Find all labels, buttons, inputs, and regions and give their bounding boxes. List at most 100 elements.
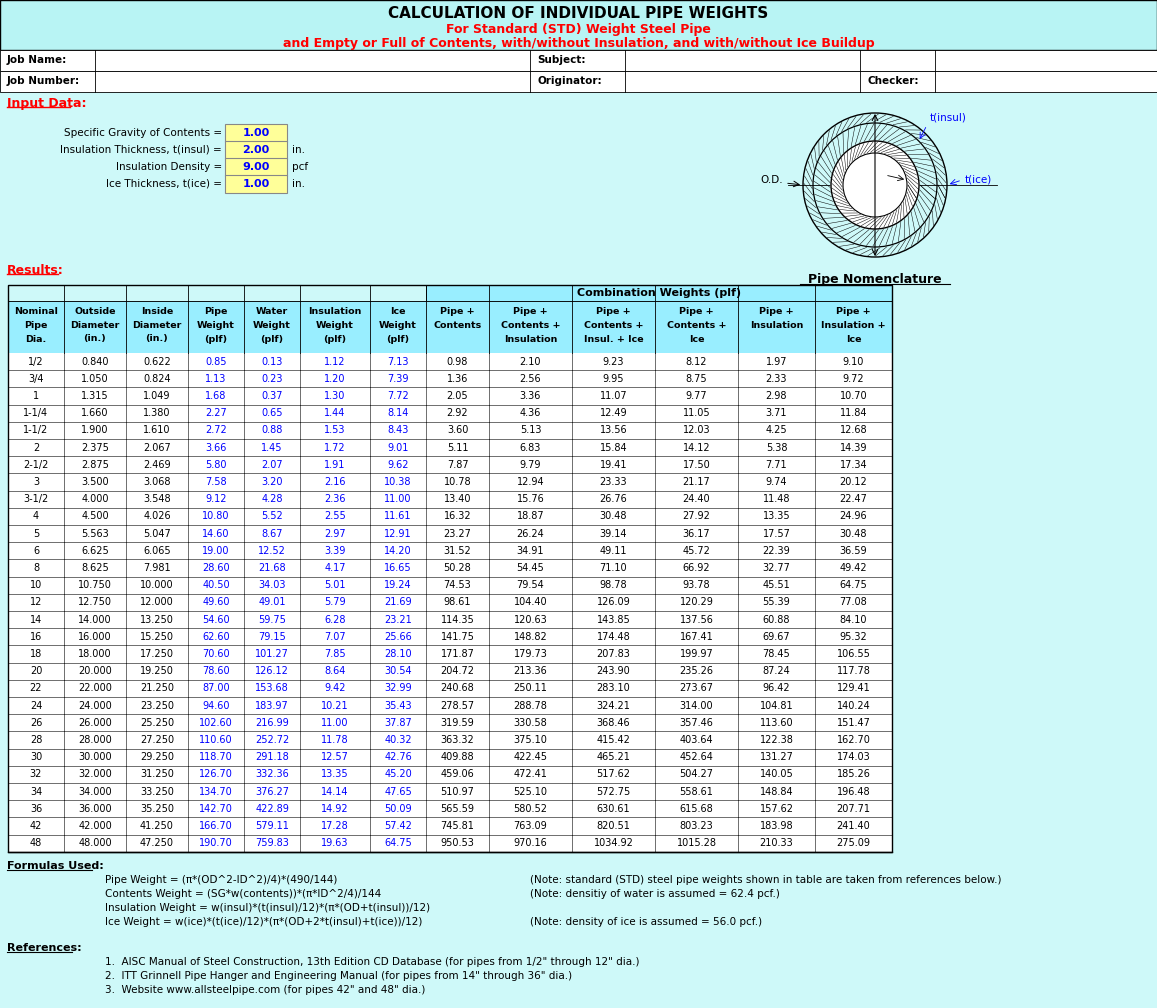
Text: 36: 36 xyxy=(30,803,42,813)
Text: Contents +: Contents + xyxy=(584,321,643,330)
Text: (Note: densitiy of water is assumed = 62.4 pcf.): (Note: densitiy of water is assumed = 62… xyxy=(530,889,780,899)
Text: 32.99: 32.99 xyxy=(384,683,412,694)
Text: Weight: Weight xyxy=(253,321,290,330)
Text: 4.28: 4.28 xyxy=(261,494,282,504)
Text: 615.68: 615.68 xyxy=(679,803,714,813)
Text: 0.622: 0.622 xyxy=(143,357,171,367)
Text: Pipe: Pipe xyxy=(24,321,47,330)
Text: 45.51: 45.51 xyxy=(762,581,790,591)
Text: 5.79: 5.79 xyxy=(324,598,346,608)
Bar xyxy=(8,301,892,353)
Text: 26: 26 xyxy=(30,718,42,728)
Text: 240.68: 240.68 xyxy=(441,683,474,694)
Text: 78.60: 78.60 xyxy=(202,666,230,676)
Text: 34.03: 34.03 xyxy=(258,581,286,591)
Text: 17.57: 17.57 xyxy=(762,528,790,538)
Text: 2.36: 2.36 xyxy=(324,494,346,504)
Text: 23.250: 23.250 xyxy=(140,701,174,711)
Text: 118.70: 118.70 xyxy=(199,752,233,762)
Text: 1-1/4: 1-1/4 xyxy=(23,408,49,418)
Text: Insulation +: Insulation + xyxy=(821,321,886,330)
Text: 10.80: 10.80 xyxy=(202,511,230,521)
Text: 174.48: 174.48 xyxy=(597,632,631,642)
Text: 16.32: 16.32 xyxy=(443,511,471,521)
Text: Job Number:: Job Number: xyxy=(7,76,80,86)
Text: 243.90: 243.90 xyxy=(597,666,631,676)
Text: 148.84: 148.84 xyxy=(760,786,794,796)
Text: 368.46: 368.46 xyxy=(597,718,631,728)
Text: 7.39: 7.39 xyxy=(388,374,408,384)
Text: 106.55: 106.55 xyxy=(837,649,870,659)
Text: 41.250: 41.250 xyxy=(140,821,174,831)
Bar xyxy=(8,662,892,679)
Text: Pipe: Pipe xyxy=(205,306,228,316)
Bar xyxy=(8,457,892,474)
Text: 2.875: 2.875 xyxy=(81,460,109,470)
Text: 2.72: 2.72 xyxy=(205,425,227,435)
Text: 17.50: 17.50 xyxy=(683,460,710,470)
Text: 8.43: 8.43 xyxy=(388,425,408,435)
Text: 415.42: 415.42 xyxy=(597,735,631,745)
Text: Outside: Outside xyxy=(74,306,116,316)
Text: 803.23: 803.23 xyxy=(679,821,714,831)
Text: 9.79: 9.79 xyxy=(519,460,541,470)
Text: 199.97: 199.97 xyxy=(679,649,714,659)
Text: 21.250: 21.250 xyxy=(140,683,174,694)
Text: 153.68: 153.68 xyxy=(256,683,289,694)
Text: 104.81: 104.81 xyxy=(760,701,794,711)
Bar xyxy=(8,766,892,783)
Text: 1.660: 1.660 xyxy=(81,408,109,418)
Text: 28.60: 28.60 xyxy=(202,563,230,573)
Text: 69.67: 69.67 xyxy=(762,632,790,642)
Bar xyxy=(8,749,892,766)
Text: 2.98: 2.98 xyxy=(766,391,787,401)
Text: 30.48: 30.48 xyxy=(840,528,868,538)
Text: 252.72: 252.72 xyxy=(255,735,289,745)
Text: Insulation Thickness, t(insul) =: Insulation Thickness, t(insul) = xyxy=(60,145,222,155)
Text: 7.71: 7.71 xyxy=(766,460,787,470)
Text: 9.12: 9.12 xyxy=(205,494,227,504)
Text: 28: 28 xyxy=(30,735,42,745)
Text: 5.11: 5.11 xyxy=(447,443,469,453)
Text: 11.78: 11.78 xyxy=(322,735,348,745)
Text: 70.60: 70.60 xyxy=(202,649,230,659)
Text: 4: 4 xyxy=(32,511,39,521)
Text: (in.): (in.) xyxy=(83,335,106,344)
Text: 3-1/2: 3-1/2 xyxy=(23,494,49,504)
Text: 1.  AISC Manual of Steel Construction, 13th Edition CD Database (for pipes from : 1. AISC Manual of Steel Construction, 13… xyxy=(105,957,640,967)
Bar xyxy=(8,559,892,577)
Text: References:: References: xyxy=(7,942,82,953)
Text: 5.52: 5.52 xyxy=(261,511,282,521)
Text: Contents: Contents xyxy=(434,321,481,330)
Text: Insulation: Insulation xyxy=(503,335,558,344)
Text: 1.45: 1.45 xyxy=(261,443,282,453)
Text: 8.12: 8.12 xyxy=(686,357,707,367)
Text: 30: 30 xyxy=(30,752,42,762)
Text: Pipe +: Pipe + xyxy=(514,306,547,316)
Text: 13.250: 13.250 xyxy=(140,615,174,625)
Text: 131.27: 131.27 xyxy=(759,752,794,762)
Text: 7.58: 7.58 xyxy=(205,477,227,487)
Text: 9.42: 9.42 xyxy=(324,683,346,694)
Text: 40.32: 40.32 xyxy=(384,735,412,745)
Text: 39.14: 39.14 xyxy=(599,528,627,538)
Text: 14.14: 14.14 xyxy=(322,786,348,796)
Text: 7.87: 7.87 xyxy=(447,460,469,470)
Text: 745.81: 745.81 xyxy=(441,821,474,831)
Bar xyxy=(224,141,287,159)
Text: 30.48: 30.48 xyxy=(599,511,627,521)
Text: 2.10: 2.10 xyxy=(519,357,541,367)
Text: Insulation: Insulation xyxy=(308,306,362,316)
Text: 10.21: 10.21 xyxy=(322,701,348,711)
Text: 14.20: 14.20 xyxy=(384,545,412,555)
Text: Formulas Used:: Formulas Used: xyxy=(7,861,104,871)
Text: Pipe +: Pipe + xyxy=(440,306,474,316)
Text: 422.89: 422.89 xyxy=(255,803,289,813)
Text: Ice Weight = w(ice)*(t(ice)/12)*(π*(OD+2*t(insul)+t(ice))/12): Ice Weight = w(ice)*(t(ice)/12)*(π*(OD+2… xyxy=(105,917,422,926)
Text: 510.97: 510.97 xyxy=(441,786,474,796)
Text: 1.380: 1.380 xyxy=(143,408,171,418)
Text: 174.03: 174.03 xyxy=(837,752,870,762)
Bar xyxy=(8,439,892,457)
Text: 9.95: 9.95 xyxy=(603,374,625,384)
Text: 49.11: 49.11 xyxy=(599,545,627,555)
